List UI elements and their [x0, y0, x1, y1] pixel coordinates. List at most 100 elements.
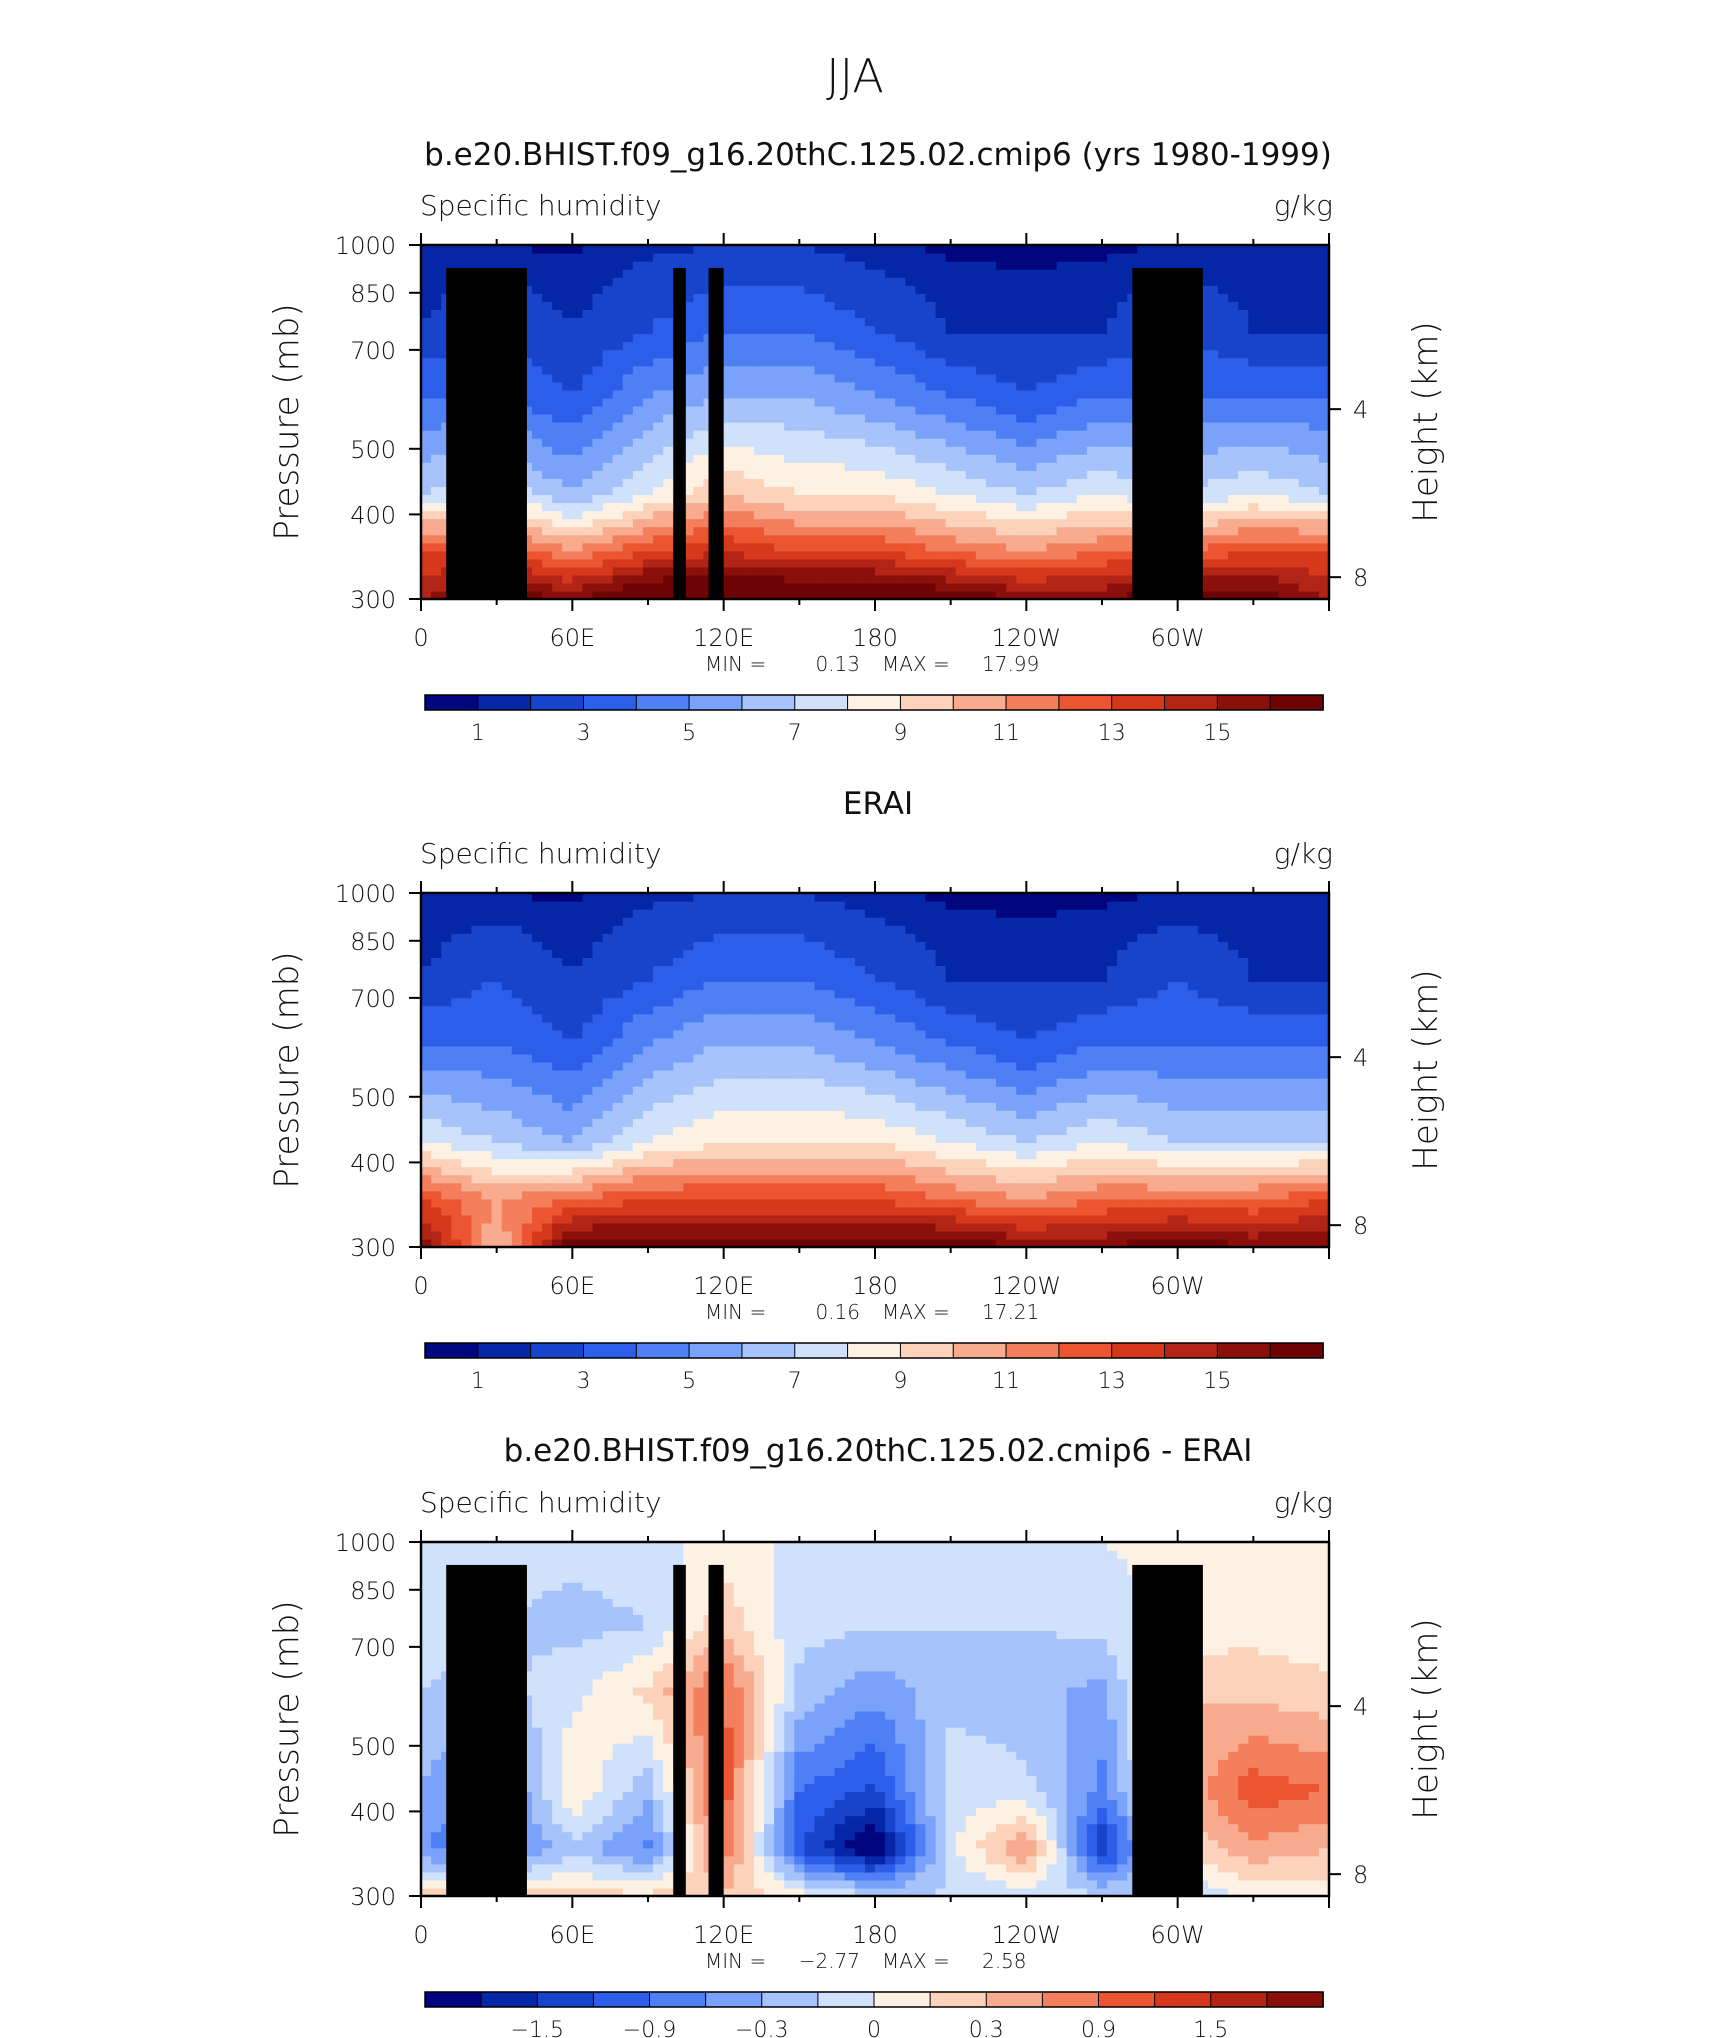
- field-cell: [844, 405, 856, 415]
- field-cell: [1228, 550, 1239, 560]
- field-cell: [945, 365, 957, 375]
- field-cell: [864, 1198, 876, 1208]
- field-cell: [622, 301, 634, 310]
- field-cell: [1218, 413, 1229, 423]
- field-cell: [824, 1238, 836, 1247]
- field-cell: [1218, 253, 1229, 262]
- field-cell: [864, 446, 876, 455]
- field-cell: [975, 1222, 987, 1232]
- field-cell: [804, 1190, 816, 1200]
- field-cell: [1288, 245, 1300, 254]
- field-cell: [1258, 1206, 1270, 1216]
- field-cell: [814, 1198, 826, 1208]
- field-cell: [804, 293, 816, 302]
- field-cell: [985, 285, 997, 294]
- field-cell: [602, 582, 614, 592]
- field-cell: [1268, 325, 1280, 335]
- field-cell: [1066, 389, 1078, 399]
- field-cell: [1016, 325, 1027, 335]
- field-cell: [693, 1198, 705, 1208]
- field-cell: [784, 413, 795, 423]
- field-cell: [985, 542, 997, 552]
- field-cell: [774, 269, 785, 278]
- field-cell: [663, 582, 674, 592]
- field-cell: [673, 1230, 684, 1240]
- field-cell: [642, 558, 654, 568]
- field-cell: [1228, 261, 1239, 270]
- field-cell: [996, 462, 1007, 471]
- field-cell: [1288, 293, 1300, 302]
- field-cell: [642, 454, 654, 463]
- field-cell: [1066, 486, 1078, 496]
- field-cell: [784, 1222, 795, 1232]
- field-cell: [905, 494, 916, 504]
- field-cell: [622, 1174, 634, 1184]
- field-cell: [985, 357, 997, 367]
- field-cell: [804, 341, 816, 351]
- field-cell: [663, 285, 674, 294]
- field-cell: [1318, 293, 1329, 302]
- field-cell: [834, 261, 846, 270]
- field-cell: [1228, 422, 1239, 431]
- field-cell: [1238, 526, 1249, 536]
- colorbar-swatch: [1005, 694, 1060, 711]
- field-cell: [663, 1190, 674, 1200]
- field-cell: [1107, 1198, 1118, 1208]
- field-cell: [521, 381, 533, 391]
- field-cell: [1026, 269, 1038, 278]
- field-cell: [1197, 405, 1209, 415]
- field-cell: [1117, 478, 1128, 487]
- field-cell: [814, 438, 826, 447]
- field-cell: [582, 413, 594, 423]
- field-cell: [733, 285, 745, 294]
- field-cell: [945, 558, 957, 568]
- field-cell: [824, 293, 836, 302]
- field-cell: [945, 542, 957, 552]
- field-cell: [1288, 373, 1300, 383]
- field-cell: [764, 1206, 775, 1216]
- field-cell: [612, 333, 624, 343]
- field-cell: [1228, 518, 1239, 528]
- field-cell: [1056, 558, 1068, 568]
- field-cell: [955, 333, 967, 343]
- field-cell: [451, 261, 462, 270]
- field-cell: [1157, 1222, 1169, 1232]
- field-cell: [945, 1222, 957, 1232]
- field-cell: [1278, 1206, 1290, 1216]
- field-cell: [1006, 1222, 1017, 1232]
- field-cell: [895, 333, 906, 343]
- field-cell: [885, 422, 896, 431]
- field-cell: [723, 365, 735, 375]
- field-cell: [875, 245, 886, 254]
- field-cell: [875, 518, 886, 528]
- field-cell: [753, 325, 765, 335]
- field-cell: [1036, 438, 1048, 447]
- field-cell: [431, 373, 442, 383]
- field-cell: [1197, 446, 1209, 455]
- field-cell: [854, 1174, 866, 1184]
- field-cell: [713, 1230, 725, 1240]
- field-cell: [521, 325, 533, 335]
- field-cell: [461, 1166, 473, 1176]
- field-cell: [723, 526, 735, 536]
- field-cell: [1117, 558, 1128, 568]
- field-cell: [1258, 422, 1270, 431]
- field-cell: [582, 1166, 594, 1176]
- field-cell: [1228, 285, 1239, 294]
- field-cell: [1258, 317, 1270, 327]
- field-cell: [521, 1158, 533, 1168]
- field-cell: [895, 389, 906, 399]
- field-cell: [1107, 277, 1118, 286]
- field-cell: [683, 309, 694, 319]
- field-cell: [975, 462, 987, 471]
- field-cell: [794, 357, 805, 367]
- field-cell: [1107, 470, 1118, 479]
- contour-field: [421, 893, 1329, 1247]
- field-cell: [975, 446, 987, 455]
- field-cell: [814, 405, 826, 415]
- field-cell: [441, 1182, 452, 1192]
- field-cell: [1288, 357, 1300, 367]
- field-cell: [1238, 566, 1249, 576]
- field-cell: [905, 301, 916, 310]
- field-cell: [834, 1238, 846, 1247]
